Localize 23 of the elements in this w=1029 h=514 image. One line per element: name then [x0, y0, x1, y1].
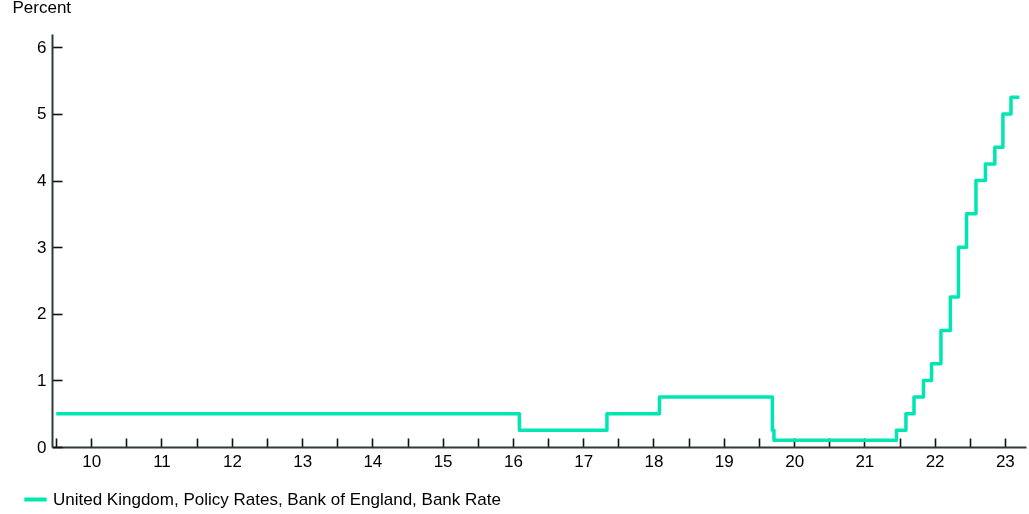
y-tick-label: 1 [37, 370, 47, 390]
x-tick-label: 23 [995, 451, 1015, 471]
x-tick-label: 11 [153, 451, 171, 471]
y-axis-title: Percent [12, 0, 72, 17]
y-tick-label: 6 [37, 37, 47, 57]
x-tick-label: 13 [293, 451, 313, 471]
x-tick-label: 22 [925, 451, 945, 471]
x-tick-label: 16 [504, 451, 523, 471]
x-tick-label: 17 [574, 451, 594, 471]
x-tick-label: 18 [644, 451, 664, 471]
x-tick-label: 21 [855, 451, 875, 471]
x-tick-label: 12 [222, 451, 242, 471]
x-tick-label: 19 [714, 451, 734, 471]
y-tick-label: 2 [37, 304, 47, 324]
x-tick-label: 20 [785, 451, 805, 471]
legend-label: United Kingdom, Policy Rates, Bank of England, Bank Rate [53, 489, 501, 509]
y-tick-label: 5 [37, 104, 47, 124]
x-tick-label: 15 [433, 451, 453, 471]
x-tick-label: 14 [363, 451, 383, 471]
y-tick-label: 0 [37, 437, 47, 457]
x-tick-label: 10 [82, 451, 102, 471]
y-tick-label: 4 [37, 171, 47, 191]
y-tick-label: 3 [37, 237, 47, 257]
